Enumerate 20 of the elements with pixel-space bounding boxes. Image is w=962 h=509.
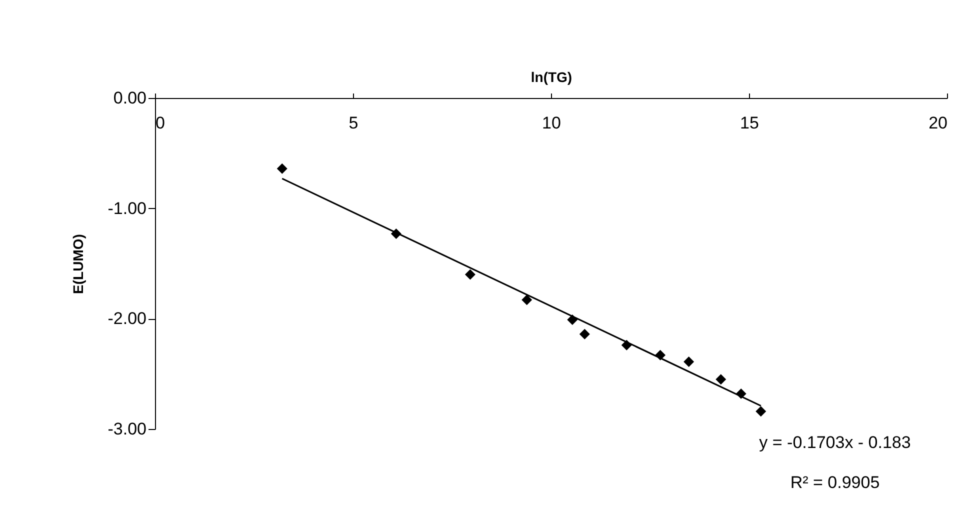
point [522, 294, 532, 306]
y-axis-title: E(LUMO) [70, 234, 86, 294]
x-tick-label: 15 [740, 114, 759, 132]
x-tick-label: 20 [928, 114, 948, 132]
x-tick-label: 10 [542, 114, 561, 132]
y-tick-label: 0.00 [113, 88, 146, 108]
point [276, 163, 288, 174]
text: R² = 0.9905 [790, 473, 880, 492]
point [716, 374, 726, 385]
point [579, 328, 590, 340]
point [756, 406, 766, 417]
x-tick-label: 5 [348, 114, 358, 132]
text: y = -0.1703x - 0.183 [759, 433, 911, 452]
point [684, 356, 694, 367]
y-tick-label: -2.00 [108, 309, 146, 328]
y-tick-label: -1.00 [108, 198, 146, 218]
x-axis-title: ln(TG) [530, 69, 572, 85]
x-tick-label: 0 [156, 114, 165, 132]
point [464, 269, 476, 280]
y-tick-label: -3.00 [108, 420, 146, 438]
